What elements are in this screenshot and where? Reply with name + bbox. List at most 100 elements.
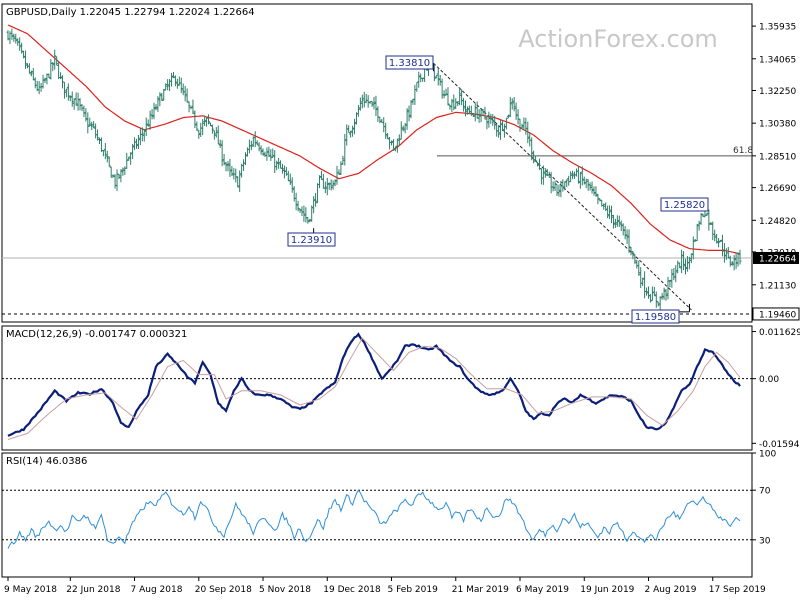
ohlc-bar: [212, 130, 216, 140]
macd-y-tick-label: 0.00: [759, 375, 779, 385]
annotation-high-125820: 1.25820: [660, 197, 709, 212]
ohlc-bar: [302, 205, 306, 222]
ohlc-bar: [195, 121, 199, 131]
price-bars-layer: [6, 28, 742, 310]
ohlc-bar: [660, 292, 664, 300]
ohlc-bar: [732, 255, 736, 271]
x-tick-label: 7 Aug 2018: [131, 585, 183, 595]
ohlc-bar: [72, 98, 76, 110]
ohlc-bar: [347, 125, 351, 134]
ohlc-bar: [271, 148, 275, 159]
price-y-tick-label: 1.21130: [759, 281, 796, 291]
ohlc-bar: [43, 77, 47, 84]
ohlc-bar: [450, 98, 454, 113]
x-tick-label: 9 May 2018: [4, 585, 57, 595]
price-y-axis: 1.35935 1.34065 1.32250 1.30380 1.28510 1.266…: [752, 23, 800, 321]
last-price-box: [753, 251, 799, 264]
moving-average-layer: [7, 24, 741, 255]
ohlc-bar: [170, 72, 174, 87]
macd-panel-frame: [1, 325, 753, 451]
ohlc-bar: [142, 128, 146, 142]
ohlc-bar: [64, 88, 68, 98]
ohlc-bar: [738, 249, 742, 265]
ohlc-bar: [166, 79, 170, 91]
ohlc-bar: [477, 109, 481, 123]
ohlc-bar: [641, 277, 645, 286]
ohlc-bar: [88, 117, 92, 127]
ohlc-bar: [203, 115, 207, 126]
ohlc-bar: [265, 147, 269, 161]
ohlc-bar: [362, 91, 366, 108]
ohlc-bar: [403, 123, 407, 134]
x-tick-label: 22 Jun 2018: [66, 585, 120, 595]
ohlc-bar: [637, 260, 641, 276]
rsi-y-axis: 100 70 30: [752, 450, 776, 546]
ohlc-bar: [625, 229, 629, 244]
ohlc-bar: [119, 169, 123, 183]
ohlc-bar: [654, 291, 658, 308]
watermark: ActionForex.com: [518, 25, 718, 53]
ohlc-bar: [216, 125, 220, 145]
ohlc-bar: [253, 131, 257, 147]
ohlc-bar: [18, 37, 22, 51]
ohlc-bar: [208, 122, 212, 127]
ohlc-bar: [656, 301, 660, 307]
ohlc-bar: [551, 181, 555, 192]
price-annotations-layer: 1.33810 1.23910 1.25820 1.19580: [287, 55, 709, 324]
rsi-line: [7, 489, 741, 549]
ohlc-bar: [59, 72, 63, 80]
ohlc-bar: [175, 78, 179, 89]
ohlc-bar: [214, 127, 218, 138]
ohlc-bar: [524, 117, 528, 135]
ohlc-bar: [308, 218, 312, 223]
ohlc-bar: [571, 170, 575, 180]
ohlc-bar: [483, 106, 487, 120]
ohlc-bar: [86, 112, 90, 134]
ohlc-bar: [288, 173, 292, 185]
ohlc-bar: [70, 91, 74, 107]
ohlc-bar: [323, 181, 327, 194]
ohlc-bar: [672, 268, 676, 281]
ohlc-bar: [576, 166, 580, 184]
ohlc-bar: [736, 252, 740, 267]
ohlc-bar: [310, 205, 314, 222]
price-y-tick-label: 1.30380: [759, 120, 796, 130]
ohlc-bar: [500, 121, 504, 132]
ohlc-bar: [613, 218, 617, 228]
macd-layer: [2, 332, 752, 440]
ohlc-bar: [22, 50, 26, 59]
ohlc-bar: [173, 75, 177, 87]
ohlc-bar: [269, 149, 273, 161]
ohlc-bar: [189, 106, 193, 110]
ohlc-bar: [121, 167, 125, 176]
ohlc-bar: [415, 81, 419, 92]
ohlc-bar: [631, 250, 635, 260]
ohlc-bar: [127, 156, 131, 161]
ohlc-bar: [464, 100, 467, 117]
ohlc-bar: [109, 166, 113, 178]
macd-panel-header: MACD(12,26,9) -0.001747 0.000321: [6, 329, 187, 340]
ohlc-bar: [685, 256, 689, 272]
ohlc-bar: [164, 83, 168, 91]
x-tick-label: 6 May 2019: [516, 585, 569, 595]
trend-line: [433, 62, 692, 311]
price-y-tick-label: 1.35935: [759, 23, 796, 33]
ohlc-bar: [325, 177, 329, 196]
ohlc-bar: [230, 165, 234, 176]
ohlc-bar: [353, 118, 357, 135]
price-reference-layer: 61.8: [2, 62, 753, 315]
ohlc-bar: [282, 165, 286, 179]
ohlc-bar: [333, 179, 337, 187]
ohlc-bar: [101, 150, 105, 157]
ohlc-bar: [442, 90, 446, 99]
ohlc-bar: [520, 123, 524, 129]
ohlc-bar: [51, 62, 55, 72]
ohlc-bar: [356, 105, 360, 117]
ohlc-bar: [652, 286, 656, 297]
ohlc-bar: [611, 214, 615, 229]
annotation-low-123910: 1.23910: [287, 228, 336, 247]
ohlc-bar: [84, 108, 88, 122]
price-y-tick-label: 1.28510: [759, 152, 796, 162]
ohlc-bar: [358, 97, 362, 111]
annotation-low-123910-text: 1.23910: [291, 235, 332, 246]
